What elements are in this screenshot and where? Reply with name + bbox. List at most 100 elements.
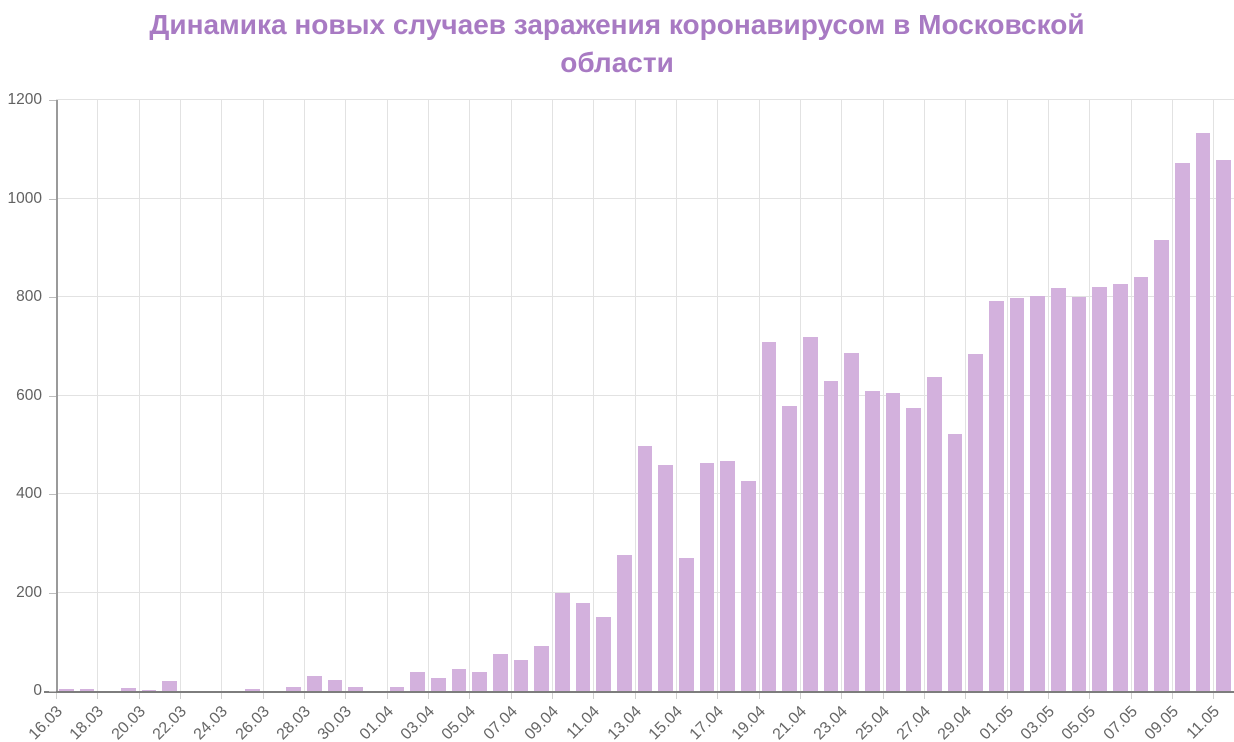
y-tick-label: 600 bbox=[16, 386, 42, 404]
y-axis-line bbox=[56, 100, 58, 692]
x-tick-mark bbox=[262, 693, 264, 699]
bar-24.04[interactable] bbox=[865, 391, 880, 691]
y-tick-label: 1000 bbox=[7, 189, 42, 207]
bar-10.04[interactable] bbox=[575, 603, 591, 691]
v-gridline bbox=[345, 100, 347, 691]
v-gridline bbox=[552, 100, 553, 691]
bar-04.05[interactable] bbox=[1071, 297, 1087, 691]
v-gridline bbox=[1172, 100, 1173, 691]
bar-17.03[interactable] bbox=[79, 689, 95, 691]
bar-06.05[interactable] bbox=[1113, 284, 1128, 691]
bar-07.04[interactable] bbox=[513, 660, 529, 691]
x-tick-mark bbox=[800, 693, 801, 699]
bar-02.04[interactable] bbox=[410, 672, 425, 691]
bar-20.04[interactable] bbox=[782, 406, 797, 691]
bar-09.04[interactable] bbox=[555, 593, 570, 691]
bar-04.04[interactable] bbox=[451, 669, 467, 691]
h-gridline bbox=[56, 296, 1234, 297]
bar-30.03[interactable] bbox=[348, 687, 363, 691]
bar-18.04[interactable] bbox=[741, 481, 756, 691]
v-gridline bbox=[180, 100, 181, 691]
v-gridline bbox=[97, 100, 99, 691]
x-tick-mark bbox=[593, 693, 595, 699]
v-gridline bbox=[593, 100, 595, 691]
h-gridline bbox=[56, 99, 1234, 100]
x-tick-label: 16.03 bbox=[25, 703, 67, 742]
y-tick-mark bbox=[49, 592, 56, 594]
v-gridline bbox=[304, 100, 305, 691]
x-tick-mark bbox=[634, 693, 636, 699]
bar-28.04[interactable] bbox=[947, 434, 963, 691]
bar-30.04[interactable] bbox=[989, 301, 1004, 691]
bar-16.04[interactable] bbox=[699, 463, 715, 691]
v-gridline bbox=[965, 100, 967, 691]
y-tick-label: 1200 bbox=[7, 91, 42, 108]
bar-12.04[interactable] bbox=[617, 555, 632, 691]
v-gridline bbox=[510, 100, 512, 691]
x-tick-mark bbox=[552, 693, 553, 699]
bar-20.03[interactable] bbox=[141, 690, 157, 691]
bar-26.04[interactable] bbox=[906, 408, 921, 691]
bar-07.05[interactable] bbox=[1133, 277, 1149, 691]
bar-21.03[interactable] bbox=[162, 681, 177, 691]
x-tick-mark bbox=[304, 693, 305, 699]
bar-21.04[interactable] bbox=[803, 337, 818, 691]
bar-05.05[interactable] bbox=[1092, 287, 1107, 691]
bar-25.04[interactable] bbox=[885, 393, 901, 691]
bar-29.04[interactable] bbox=[968, 354, 983, 691]
bar-01.04[interactable] bbox=[389, 687, 405, 691]
v-gridline bbox=[221, 100, 223, 691]
y-tick-mark bbox=[49, 198, 56, 200]
x-tick-mark bbox=[1213, 693, 1215, 699]
bar-27.03[interactable] bbox=[286, 687, 301, 691]
v-gridline bbox=[676, 100, 677, 691]
bar-15.04[interactable] bbox=[679, 558, 694, 691]
bar-13.04[interactable] bbox=[637, 446, 653, 691]
bar-08.04[interactable] bbox=[534, 646, 549, 691]
x-tick-mark bbox=[758, 693, 760, 699]
bar-28.03[interactable] bbox=[307, 676, 322, 691]
bar-03.05[interactable] bbox=[1051, 288, 1066, 691]
bar-19.04[interactable] bbox=[761, 342, 777, 691]
y-tick-mark bbox=[49, 494, 56, 495]
bar-01.05[interactable] bbox=[1009, 298, 1025, 691]
bar-09.05[interactable] bbox=[1175, 163, 1190, 691]
bar-06.04[interactable] bbox=[493, 654, 508, 691]
x-tick-mark bbox=[1048, 693, 1049, 699]
v-gridline bbox=[800, 100, 801, 691]
bar-27.04[interactable] bbox=[927, 377, 942, 691]
bar-22.04[interactable] bbox=[823, 381, 839, 691]
bar-03.04[interactable] bbox=[431, 678, 446, 691]
y-tick-label: 800 bbox=[16, 288, 42, 305]
bar-11.04[interactable] bbox=[596, 617, 611, 691]
x-tick-mark bbox=[676, 693, 677, 699]
h-gridline bbox=[56, 394, 1234, 396]
bar-23.04[interactable] bbox=[844, 353, 859, 691]
bar-25.03[interactable] bbox=[245, 689, 260, 691]
chart-title-line2: области bbox=[560, 47, 674, 78]
v-gridline bbox=[1006, 100, 1008, 691]
y-tick-mark bbox=[49, 395, 56, 397]
v-gridline bbox=[386, 100, 388, 691]
bar-05.04[interactable] bbox=[472, 672, 487, 691]
bar-10.05[interactable] bbox=[1195, 133, 1211, 691]
plot-area bbox=[56, 99, 1234, 691]
x-tick-mark bbox=[345, 693, 347, 699]
bar-19.03[interactable] bbox=[121, 688, 136, 691]
bar-11.05[interactable] bbox=[1216, 160, 1231, 691]
bar-08.05[interactable] bbox=[1154, 240, 1169, 691]
v-gridline bbox=[262, 100, 264, 691]
v-gridline bbox=[1089, 100, 1091, 691]
y-tick-label: 400 bbox=[16, 485, 42, 502]
bar-29.03[interactable] bbox=[327, 680, 343, 691]
x-tick-mark bbox=[510, 693, 512, 699]
v-gridline bbox=[1048, 100, 1049, 691]
x-tick-mark bbox=[1089, 693, 1091, 699]
bar-02.05[interactable] bbox=[1030, 296, 1045, 691]
bar-14.04[interactable] bbox=[658, 465, 673, 691]
v-gridline bbox=[924, 100, 925, 691]
bar-16.03[interactable] bbox=[59, 689, 74, 691]
y-axis-labels: 0 200 400 600 800 1000 1200 bbox=[0, 91, 44, 699]
bar-17.04[interactable] bbox=[720, 461, 735, 691]
x-tick-mark bbox=[1006, 693, 1008, 699]
